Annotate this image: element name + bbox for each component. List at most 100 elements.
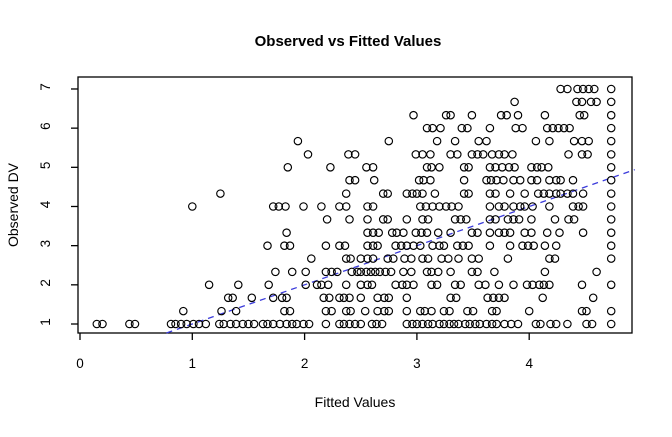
data-point: [339, 319, 349, 329]
data-point: [473, 267, 482, 277]
data-point: [592, 97, 601, 107]
plot-frame: [77, 76, 633, 334]
data-point: [402, 319, 412, 329]
data-point: [418, 254, 427, 263]
data-point: [384, 293, 394, 303]
data-point: [341, 306, 351, 316]
data-point: [362, 163, 371, 172]
data-point: [467, 254, 477, 263]
data-point: [492, 319, 501, 329]
data-point: [219, 319, 228, 329]
data-point: [450, 280, 460, 290]
data-point: [500, 319, 509, 329]
data-point: [346, 306, 355, 316]
data-point: [478, 150, 488, 159]
data-point: [422, 228, 432, 237]
data-point: [386, 267, 396, 277]
data-point: [606, 228, 616, 237]
data-point: [500, 202, 509, 211]
data-point: [446, 150, 455, 159]
data-point: [582, 306, 591, 316]
x-tick-label: 1: [189, 356, 197, 371]
data-point: [204, 280, 214, 290]
data-point: [606, 97, 616, 107]
data-point: [542, 123, 552, 133]
data-point: [411, 228, 421, 237]
data-point: [373, 293, 382, 303]
data-point: [584, 84, 593, 94]
data-point: [577, 280, 587, 290]
data-point: [527, 228, 536, 237]
data-point: [427, 306, 436, 316]
data-point: [335, 241, 344, 250]
data-point: [371, 267, 380, 277]
data-point: [511, 123, 520, 133]
data-point: [341, 202, 351, 211]
data-point: [459, 175, 469, 185]
data-point: [293, 136, 303, 146]
data-point: [402, 306, 412, 316]
data-point: [231, 306, 241, 316]
identity-reference-line: [166, 169, 635, 334]
data-point: [392, 228, 401, 237]
data-point: [577, 97, 587, 107]
data-point: [463, 123, 472, 133]
data-point: [368, 202, 378, 211]
data-point: [456, 280, 465, 290]
data-point: [130, 319, 140, 329]
data-point: [606, 319, 616, 329]
data-point: [433, 267, 443, 277]
data-point: [441, 110, 451, 120]
data-point: [509, 280, 518, 290]
data-point: [422, 163, 432, 172]
data-point: [449, 319, 459, 329]
data-point: [258, 319, 268, 329]
data-point: [244, 319, 253, 329]
data-point: [321, 267, 331, 277]
data-point: [453, 150, 462, 159]
data-point: [407, 254, 416, 263]
y-tick-label: 7: [38, 83, 53, 91]
data-point: [515, 202, 525, 211]
data-point: [98, 319, 107, 329]
data-point: [487, 150, 497, 159]
data-point: [426, 150, 435, 159]
data-point: [590, 84, 599, 94]
data-point: [606, 110, 616, 120]
data-point: [592, 267, 601, 277]
data-point: [551, 189, 561, 198]
data-point: [430, 189, 440, 198]
data-point: [458, 241, 468, 250]
data-point: [378, 215, 388, 224]
data-point: [441, 202, 451, 211]
data-point: [317, 280, 326, 290]
data-point: [380, 293, 389, 303]
data-point: [544, 163, 553, 172]
data-point: [482, 175, 491, 185]
data-point: [540, 241, 550, 250]
data-point: [422, 123, 432, 133]
data-point: [280, 306, 289, 316]
data-point: [407, 267, 416, 277]
data-point: [539, 280, 549, 290]
data-point: [268, 293, 278, 303]
data-point: [402, 280, 412, 290]
data-point: [387, 228, 397, 237]
data-point: [312, 280, 322, 290]
data-point: [532, 175, 542, 185]
data-point: [171, 319, 180, 329]
data-point: [579, 110, 589, 120]
data-point: [535, 280, 544, 290]
data-point: [537, 163, 546, 172]
data-point: [216, 189, 225, 198]
data-point: [606, 306, 616, 316]
data-point: [564, 215, 573, 224]
data-point: [446, 293, 455, 303]
data-point: [496, 110, 506, 120]
data-point: [194, 319, 204, 329]
data-point: [578, 84, 588, 94]
data-point: [490, 267, 499, 277]
data-point: [346, 254, 355, 263]
data-point: [606, 136, 616, 146]
data-point: [606, 163, 616, 172]
